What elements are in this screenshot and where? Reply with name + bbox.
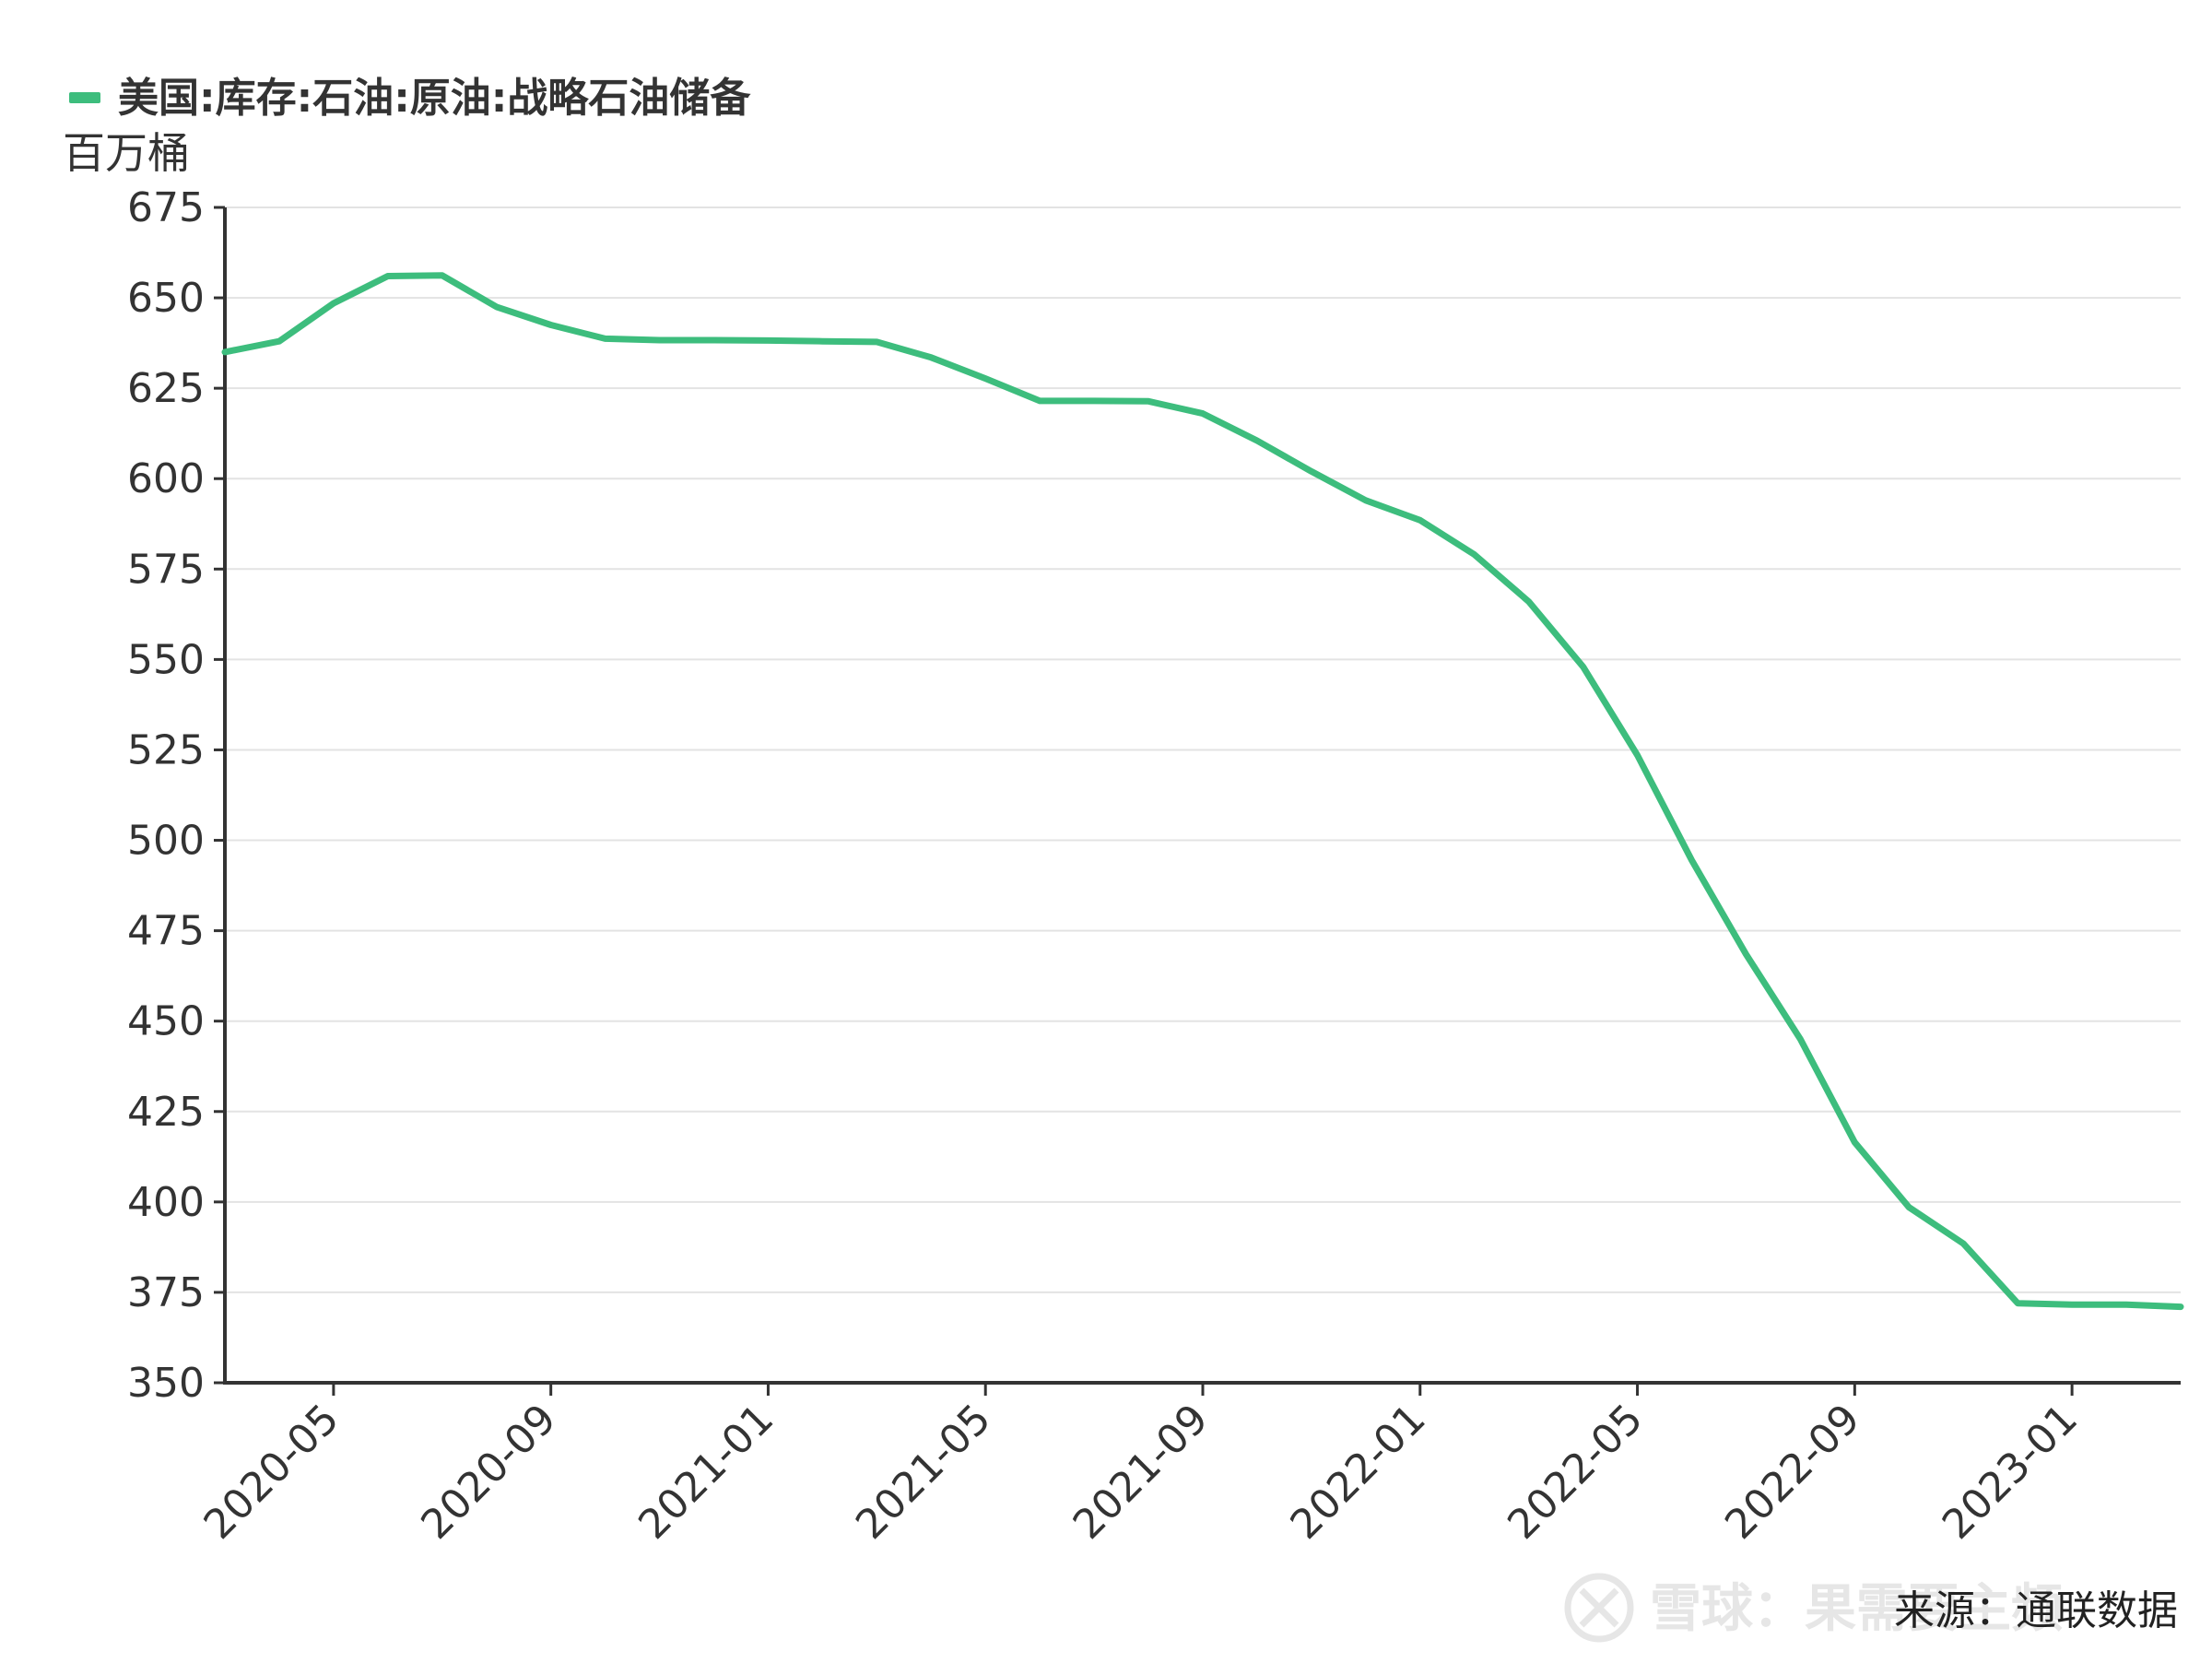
x-ticks: 2020-05 2020-09 2021-01 2021-05 2021-09 2022-…: [195, 1383, 2087, 1549]
watermark-text: 雪球：果需要主频: [1650, 1579, 2063, 1639]
x-tick-label: 2022-05: [1499, 1396, 1652, 1549]
y-unit-label: 百万桶: [63, 128, 190, 178]
y-tick-label: 600: [127, 455, 205, 502]
y-tick-label: 525: [127, 726, 205, 773]
watermark: 雪球：果需要主频: [1564, 1573, 2063, 1643]
y-tick-label: 425: [127, 1089, 205, 1136]
series-line: [221, 272, 2184, 1311]
legend-swatch: [69, 92, 100, 103]
y-tick-label: 650: [127, 275, 205, 322]
snowball-logo-icon: [1564, 1573, 1634, 1643]
y-tick-label: 625: [127, 365, 205, 412]
x-tick-label: 2021-05: [847, 1396, 1000, 1549]
x-tick-label: 2020-05: [195, 1396, 348, 1549]
x-tick-label: 2021-01: [629, 1396, 782, 1549]
x-tick-label: 2020-09: [412, 1396, 565, 1549]
legend: 美国:库存:石油:原油:战略石油储备: [69, 75, 751, 122]
x-tick-label: 2023-01: [1934, 1396, 2087, 1549]
y-tick-label: 400: [127, 1179, 205, 1226]
y-ticks: 350 375 400 425 450 475 500 525 550 575 600 625 650 6…: [127, 184, 225, 1407]
y-tick-label: 450: [127, 998, 205, 1045]
y-tick-label: 675: [127, 184, 205, 231]
y-tick-label: 350: [127, 1360, 205, 1407]
y-tick-label: 375: [127, 1269, 205, 1316]
x-tick-label: 2021-09: [1065, 1396, 1218, 1549]
source-label: 来源：通联数据: [1894, 1587, 2178, 1634]
x-tick-label: 2022-01: [1281, 1396, 1434, 1549]
series-layer: [221, 272, 2184, 1311]
y-tick-label: 575: [127, 546, 205, 593]
y-tick-label: 500: [127, 818, 205, 865]
y-tick-label: 475: [127, 908, 205, 955]
x-tick-label: 2022-09: [1716, 1396, 1869, 1549]
legend-label: 美国:库存:石油:原油:战略石油储备: [118, 75, 751, 122]
gridlines: [225, 206, 2181, 1293]
y-tick-label: 550: [127, 636, 205, 683]
